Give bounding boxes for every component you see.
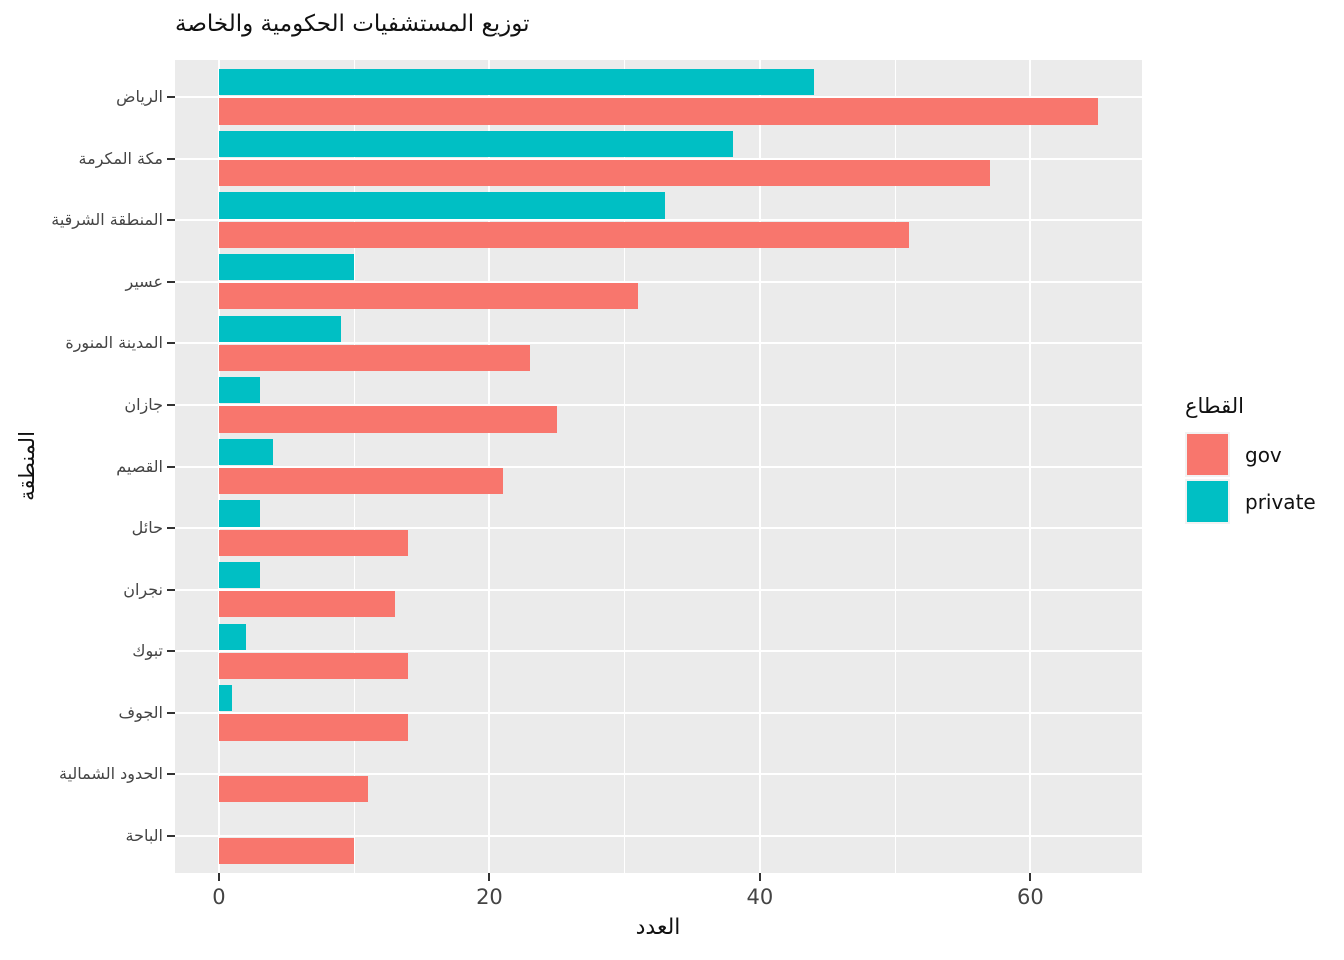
x-tick-label: 40 [746,885,774,909]
x-tick-label: 20 [476,885,503,909]
y-tick-label: تبوك [132,641,163,661]
y-tick-label: الجوف [118,702,164,722]
x-tick [758,873,761,881]
legend-label-private: private [1245,489,1316,514]
gridline-major-y [175,588,1142,591]
bar-gov-6 [218,468,503,495]
bar-gov-0 [218,98,1099,125]
bar-private-3 [218,254,355,281]
x-axis-title: العدد [635,915,681,940]
gridline-major-y [175,280,1142,283]
gridline-major-y [175,219,1142,222]
bar-private-8 [218,561,260,589]
y-tick-label: جازان [124,394,163,414]
y-tick [167,465,175,468]
gridline-major-y [175,157,1142,160]
bar-gov-1 [218,160,990,187]
gridline-major-y [175,342,1142,345]
x-tick-label: 0 [212,885,226,909]
y-tick-label: عسير [125,271,163,291]
bar-gov-7 [218,529,409,556]
y-tick [167,342,175,345]
y-tick-label: حائل [131,518,163,538]
legend-item-gov: gov [1185,432,1316,477]
y-tick [167,711,175,714]
gridline-major-y [175,773,1142,776]
y-tick-label: نجران [123,579,163,599]
x-tick [488,873,491,881]
bar-private-1 [218,130,733,158]
bar-gov-12 [218,837,355,864]
bar-private-2 [218,192,666,219]
y-tick [167,280,175,283]
legend-label-gov: gov [1245,442,1282,467]
bar-private-6 [218,438,274,465]
gridline-major-y [175,835,1142,838]
legend-key-private [1185,479,1230,524]
y-tick [167,588,175,591]
bar-gov-4 [218,344,531,372]
plot-panel [175,60,1142,873]
legend: القطاع gov private [1185,394,1316,526]
x-tick [217,873,220,881]
y-tick [167,219,175,222]
gridline-major-y [175,711,1142,714]
bar-private-10 [218,685,233,712]
y-tick [167,157,175,160]
y-tick [167,527,175,530]
x-tick [1029,873,1032,881]
legend-title: القطاع [1185,394,1245,418]
y-tick-label: المدينة المنورة [65,333,163,353]
bar-private-5 [218,377,260,404]
legend-swatch-private [1187,481,1228,522]
y-tick-label: الباحة [125,826,164,846]
gridline-major-y [175,650,1142,653]
y-tick-label: مكة المكرمة [78,148,163,168]
chart-title: توزيع المستشفيات الحكومية والخاصة [175,11,530,37]
bar-private-0 [218,69,815,96]
y-tick-label: المنطقة الشرقية [51,210,163,230]
y-tick-label: الرياض [116,86,163,106]
gridline-major-y [175,465,1142,468]
bar-gov-10 [218,714,409,741]
y-axis-title: المنطقة [15,431,39,501]
bar-private-7 [218,500,260,527]
gridline-major-y [175,95,1142,98]
bar-private-4 [218,315,341,342]
y-tick [167,650,175,653]
bar-gov-2 [218,221,909,248]
bar-gov-11 [218,775,368,803]
x-tick-label: 60 [1017,885,1044,909]
bar-private-9 [218,623,246,650]
legend-item-private: private [1185,479,1316,524]
y-tick [167,403,175,406]
bar-gov-9 [218,652,409,679]
gridline-major-y [175,403,1142,406]
legend-key-gov [1185,432,1230,477]
y-tick-label: الحدود الشمالية [59,764,163,784]
y-tick [167,835,175,838]
bar-gov-8 [218,591,395,618]
gridline-major-y [175,527,1142,530]
legend-swatch-gov [1187,434,1228,475]
y-tick [167,95,175,98]
y-tick-label: القصيم [116,456,163,476]
bar-gov-5 [218,406,558,433]
bar-gov-3 [218,283,639,310]
y-tick [167,773,175,776]
